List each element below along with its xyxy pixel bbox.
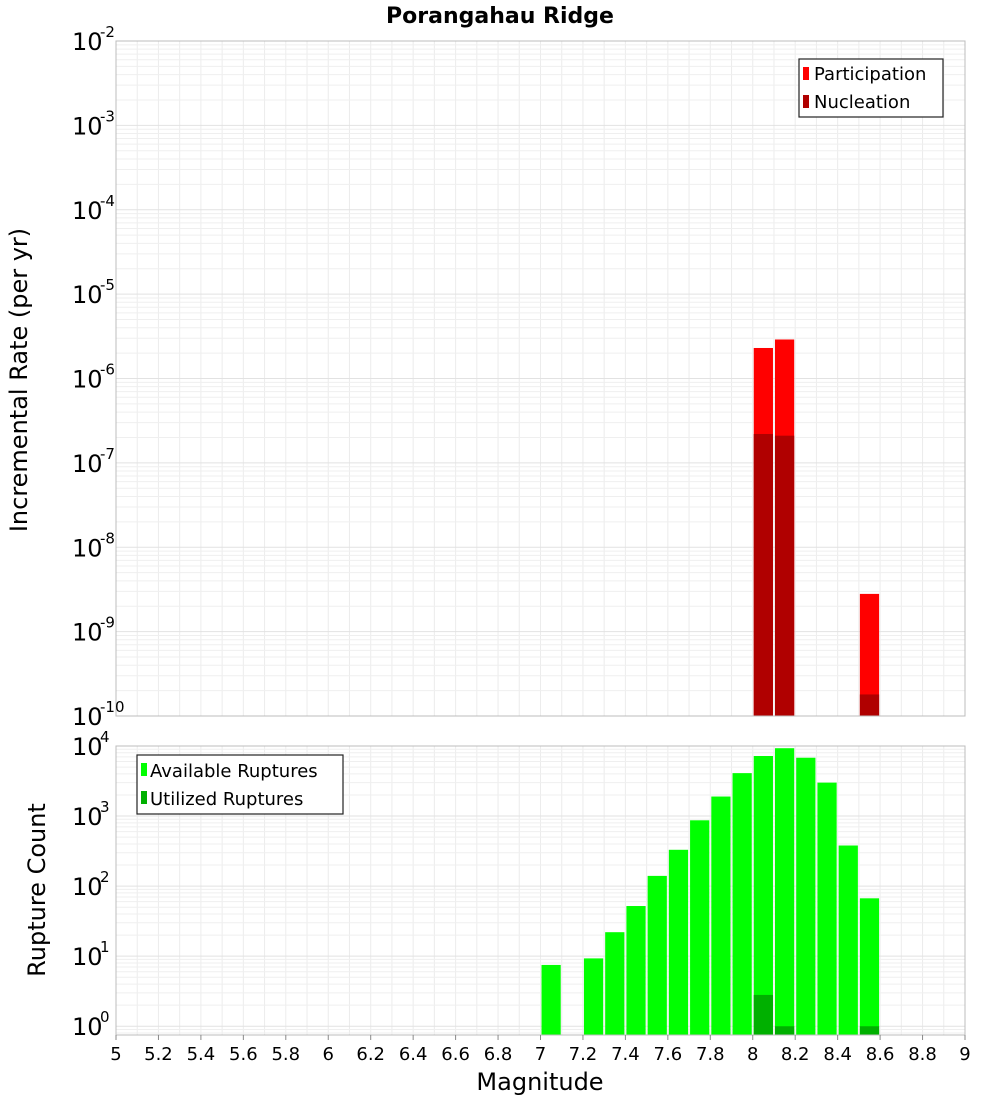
y-tick-label: 10 (72, 366, 103, 394)
bar-nucleation (774, 435, 795, 716)
bar-nucleation (753, 433, 773, 716)
x-tick-label: 8.2 (781, 1044, 810, 1065)
bar-available-ruptures (626, 906, 646, 1035)
bar-available-ruptures (774, 748, 795, 1035)
top-legend-box (798, 58, 944, 118)
x-tick-label: 6.6 (441, 1044, 470, 1065)
y-tick-label: 10 (72, 803, 103, 831)
bar-available-ruptures (668, 849, 689, 1035)
legend-label-utilized: Utilized Ruptures (150, 789, 303, 810)
x-tick-label: 5.2 (144, 1044, 173, 1065)
y-tick-exponent: -6 (100, 361, 115, 379)
y-tick-exponent: -3 (100, 107, 115, 125)
x-tick-label: 5.6 (229, 1044, 258, 1065)
bar-available-ruptures (541, 964, 561, 1035)
bottom-legend-box (136, 754, 344, 815)
top-bars (753, 339, 880, 716)
bar-available-ruptures (583, 958, 604, 1035)
bar-available-ruptures (838, 845, 858, 1035)
bar-available-ruptures (605, 932, 625, 1035)
x-tick-label: 8.8 (908, 1044, 937, 1065)
x-tick-label: 5.8 (271, 1044, 300, 1065)
x-tick-label: 6 (323, 1044, 334, 1065)
bar-available-ruptures (796, 757, 816, 1035)
y-tick-label: 10 (72, 1013, 103, 1041)
y-tick-label: 10 (72, 943, 103, 971)
bottom-bars (541, 748, 880, 1035)
x-tick-label: 5.4 (187, 1044, 216, 1065)
legend-swatch-nucleation (803, 95, 809, 108)
x-tick-label: 6.4 (399, 1044, 428, 1065)
bar-utilized-ruptures (859, 1026, 880, 1035)
y-tick-label: 10 (72, 873, 103, 901)
x-tick-label: 7.8 (696, 1044, 725, 1065)
top-grid (116, 41, 965, 716)
top-y-axis-label: Incremental Rate (per yr) (5, 228, 33, 532)
x-tick-label: 6.8 (484, 1044, 513, 1065)
y-tick-exponent: -2 (100, 23, 115, 41)
y-tick-exponent: -9 (100, 614, 115, 632)
x-tick-label: 8 (747, 1044, 758, 1065)
bottom-legend: Available Ruptures Utilized Ruptures (136, 754, 344, 815)
y-tick-label: 10 (72, 112, 103, 140)
y-tick-exponent: -4 (100, 192, 115, 210)
y-tick-label: 10 (72, 281, 103, 309)
bar-nucleation (859, 694, 880, 716)
y-tick-label: 10 (72, 703, 103, 731)
x-tick-label: 7 (535, 1044, 546, 1065)
y-tick-exponent: -7 (100, 445, 115, 463)
top-plot-border (115, 40, 966, 717)
y-tick-label: 10 (72, 733, 103, 761)
bar-participation (859, 593, 880, 716)
y-tick-label: 10 (72, 619, 103, 647)
y-tick-exponent: -5 (100, 276, 115, 294)
y-tick-exponent: 4 (100, 728, 110, 746)
bar-available-ruptures (817, 782, 837, 1035)
y-tick-label: 10 (72, 534, 103, 562)
bar-available-ruptures (647, 875, 667, 1035)
x-ticks: 5 5.2 5.4 5.6 5.8 6 6.2 6.4 6.6 6.8 7 7.2 7.4 7.6 7.8 8… (110, 1035, 971, 1065)
legend-label-available: Available Ruptures (150, 761, 318, 782)
bar-available-ruptures (753, 755, 773, 1035)
legend-swatch-utilized (141, 791, 147, 804)
bottom-y-axis-label: Rupture Count (23, 803, 51, 977)
bar-available-ruptures (711, 796, 731, 1035)
top-legend: Participation Nucleation (798, 58, 944, 118)
bar-utilized-ruptures (753, 994, 773, 1035)
x-tick-label: 7.4 (611, 1044, 640, 1065)
y-tick-exponent: 0 (100, 1008, 110, 1026)
x-tick-label: 8.6 (866, 1044, 895, 1065)
x-axis-label: Magnitude (476, 1068, 603, 1096)
bar-available-ruptures (690, 820, 710, 1035)
x-tick-label: 6.2 (356, 1044, 385, 1065)
x-tick-label: 5 (110, 1044, 121, 1065)
y-tick-exponent: -10 (100, 698, 125, 716)
y-tick-label: 10 (72, 197, 103, 225)
bar-utilized-ruptures (774, 1026, 795, 1035)
y-tick-label: 10 (72, 28, 103, 56)
legend-label-participation: Participation (814, 64, 926, 85)
y-tick-exponent: 2 (100, 868, 110, 886)
legend-label-nucleation: Nucleation (814, 92, 910, 113)
y-tick-exponent: 3 (100, 798, 110, 816)
y-tick-exponent: 1 (100, 938, 110, 956)
x-tick-label: 7.2 (569, 1044, 598, 1065)
y-tick-exponent: -8 (100, 529, 115, 547)
legend-swatch-participation (803, 67, 809, 80)
x-tick-label: 7.6 (654, 1044, 683, 1065)
chart-title: Porangahau Ridge (386, 4, 614, 29)
x-tick-label: 9 (959, 1044, 970, 1065)
bar-available-ruptures (859, 898, 880, 1035)
bar-available-ruptures (732, 773, 752, 1035)
y-tick-label: 10 (72, 450, 103, 478)
x-tick-label: 8.4 (823, 1044, 852, 1065)
legend-swatch-available (141, 763, 147, 776)
